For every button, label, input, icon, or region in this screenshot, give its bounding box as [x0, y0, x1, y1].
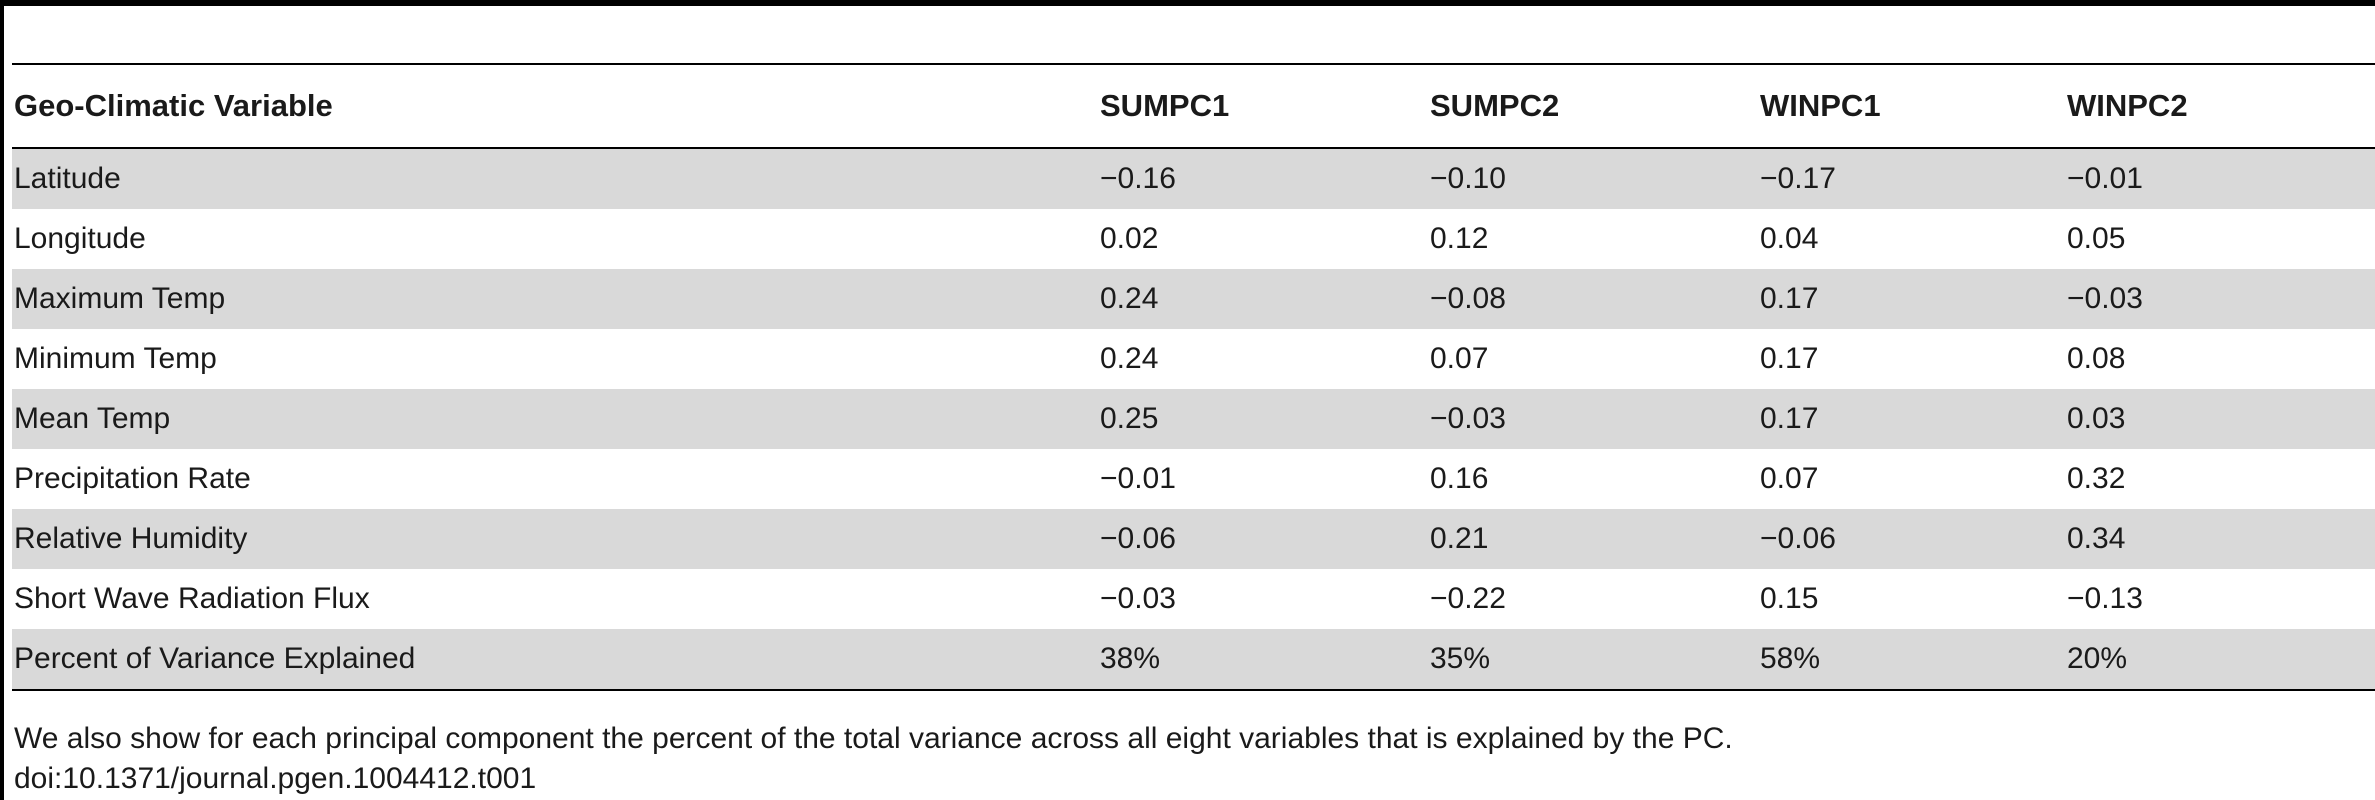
- table-row: Percent of Variance Explained 38% 35% 58…: [12, 629, 2375, 689]
- cell-value: 0.17: [1760, 342, 1819, 375]
- table-row: Relative Humidity −0.06 0.21 −0.06 0.34: [12, 509, 2375, 569]
- cell-value: 0.16: [1430, 462, 1489, 495]
- table-row: Minimum Temp 0.24 0.07 0.17 0.08: [12, 329, 2375, 389]
- cell-value: 0.32: [2067, 462, 2126, 495]
- cell-value: 0.08: [2067, 342, 2126, 375]
- table-row: Short Wave Radiation Flux −0.03 −0.22 0.…: [12, 569, 2375, 629]
- cell-value: −0.03: [1430, 402, 1506, 435]
- cell-value: 0.12: [1430, 222, 1489, 255]
- cell-value: 0.07: [1430, 342, 1489, 375]
- row-label: Longitude: [14, 222, 146, 255]
- top-border-rule: [0, 0, 2375, 6]
- cell-value: −0.17: [1760, 162, 1836, 195]
- cell-value: 0.21: [1430, 522, 1489, 555]
- left-border-rule: [0, 0, 4, 800]
- cell-value: −0.22: [1430, 582, 1506, 615]
- row-label: Precipitation Rate: [14, 462, 251, 495]
- column-header-winpc2: WINPC2: [2067, 88, 2188, 123]
- cell-value: 0.34: [2067, 522, 2126, 555]
- row-label: Minimum Temp: [14, 342, 217, 375]
- cell-value: −0.13: [2067, 582, 2143, 615]
- cell-value: −0.03: [2067, 282, 2143, 315]
- cell-value: −0.16: [1100, 162, 1176, 195]
- loadings-table: Geo-Climatic Variable SUMPC1 SUMPC2 WINP…: [12, 63, 2375, 691]
- cell-value: −0.03: [1100, 582, 1176, 615]
- row-label: Relative Humidity: [14, 522, 248, 555]
- cell-value: 20%: [2067, 642, 2128, 675]
- cell-value: 0.17: [1760, 402, 1819, 435]
- row-label: Mean Temp: [14, 402, 171, 435]
- table-row: Latitude −0.16 −0.10 −0.17 −0.01: [12, 149, 2375, 209]
- cell-value: 0.25: [1100, 402, 1159, 435]
- cell-value: 35%: [1430, 642, 1491, 675]
- cell-value: 0.07: [1760, 462, 1819, 495]
- table-bottom-rule: [12, 689, 2375, 691]
- cell-value: 0.24: [1100, 282, 1159, 315]
- cell-value: −0.10: [1430, 162, 1506, 195]
- row-label: Latitude: [14, 162, 121, 195]
- table-row: Mean Temp 0.25 −0.03 0.17 0.03: [12, 389, 2375, 449]
- cell-value: −0.01: [1100, 462, 1176, 495]
- cell-value: 0.05: [2067, 222, 2126, 255]
- table-top-rule: [12, 63, 2375, 65]
- cell-value: 0.15: [1760, 582, 1819, 615]
- cell-value: 0.17: [1760, 282, 1819, 315]
- column-header-winpc1: WINPC1: [1760, 88, 1881, 123]
- cell-value: 0.02: [1100, 222, 1159, 255]
- table-header-row: Geo-Climatic Variable SUMPC1 SUMPC2 WINP…: [12, 65, 2375, 149]
- doi-reference: doi:10.1371/journal.pgen.1004412.t001: [14, 762, 537, 795]
- column-header-sumpc1: SUMPC1: [1100, 88, 1230, 123]
- cell-value: 38%: [1100, 642, 1161, 675]
- table-row: Maximum Temp 0.24 −0.08 0.17 −0.03: [12, 269, 2375, 329]
- row-label: Percent of Variance Explained: [14, 642, 416, 675]
- column-header-sumpc2: SUMPC2: [1430, 88, 1560, 123]
- row-label: Short Wave Radiation Flux: [14, 582, 370, 615]
- cell-value: −0.08: [1430, 282, 1506, 315]
- cell-value: 0.03: [2067, 402, 2126, 435]
- cell-value: 0.04: [1760, 222, 1819, 255]
- cell-value: −0.06: [1100, 522, 1176, 555]
- table-footnote: We also show for each principal componen…: [14, 722, 1733, 755]
- row-label: Maximum Temp: [14, 282, 226, 315]
- cell-value: −0.06: [1760, 522, 1836, 555]
- cell-value: −0.01: [2067, 162, 2143, 195]
- column-header-variable: Geo-Climatic Variable: [14, 88, 333, 123]
- table-row: Precipitation Rate −0.01 0.16 0.07 0.32: [12, 449, 2375, 509]
- cell-value: 0.24: [1100, 342, 1159, 375]
- table-row: Longitude 0.02 0.12 0.04 0.05: [12, 209, 2375, 269]
- cell-value: 58%: [1760, 642, 1821, 675]
